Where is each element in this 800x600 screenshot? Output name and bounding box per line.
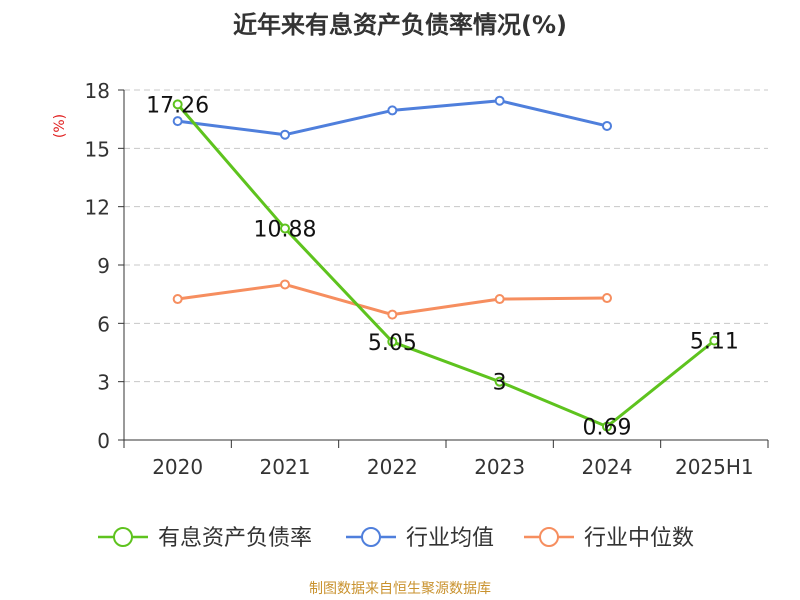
data-label: 0.69 (583, 416, 632, 441)
data-point (387, 105, 398, 116)
x-tick-label: 2022 (367, 455, 418, 479)
source-footer: 制图数据来自恒生聚源数据库 (309, 581, 491, 597)
y-tick-label: 3 (97, 371, 110, 395)
axis-layer: 0 3 6 9 12 15 18 2020 2021 2022 2023 2024 2025H1 (85, 79, 769, 479)
x-tick-label: 2023 (474, 455, 525, 479)
x-tick-label: 2021 (260, 455, 311, 479)
y-tick-label: 9 (97, 254, 110, 278)
data-point (387, 336, 398, 347)
data-label-layer: 17.26 10.88 5.05 3 0.69 5.11 (146, 93, 739, 440)
data-point (387, 309, 398, 320)
data-label: 5.05 (368, 331, 417, 356)
data-label: 10.88 (254, 217, 317, 242)
legend-label: 行业中位数 (584, 526, 694, 551)
y-axis-unit-label: (%) (52, 114, 68, 138)
data-point (602, 421, 612, 432)
y-tick-label: 18 (85, 79, 110, 103)
data-label: 3 (493, 371, 507, 396)
legend: 有息资产负债率 行业均值 行业中位数 (98, 526, 694, 551)
data-point (709, 335, 720, 346)
data-point (280, 279, 290, 290)
data-point (172, 99, 183, 110)
y-tick-label: 6 (97, 312, 110, 336)
data-point (602, 293, 612, 304)
x-tick-label: 2025H1 (675, 455, 754, 479)
x-tick-label: 2020 (152, 455, 203, 479)
legend-label: 行业均值 (406, 526, 494, 551)
legend-swatch-marker (539, 527, 559, 547)
grid-layer (124, 89, 768, 383)
legend-label: 有息资产负债率 (158, 526, 312, 551)
data-label: 17.26 (146, 93, 209, 118)
y-tick-label: 12 (85, 196, 110, 220)
x-tick-label: 2024 (582, 455, 633, 479)
data-point (172, 294, 183, 305)
data-point (280, 129, 290, 140)
data-point (280, 223, 290, 234)
data-point (494, 294, 505, 305)
data-point (494, 376, 505, 387)
legend-swatch-marker (361, 527, 381, 547)
series-layer (172, 95, 720, 432)
y-tick-label: 15 (85, 137, 110, 161)
data-label: 5.11 (690, 330, 739, 355)
chart-title: 近年来有息资产负债率情况(%) (233, 11, 567, 39)
data-point (602, 120, 612, 131)
data-point (172, 116, 183, 127)
data-point (494, 95, 505, 106)
series-line (176, 103, 716, 429)
legend-swatch-marker (113, 527, 133, 547)
y-tick-label: 0 (97, 429, 110, 453)
